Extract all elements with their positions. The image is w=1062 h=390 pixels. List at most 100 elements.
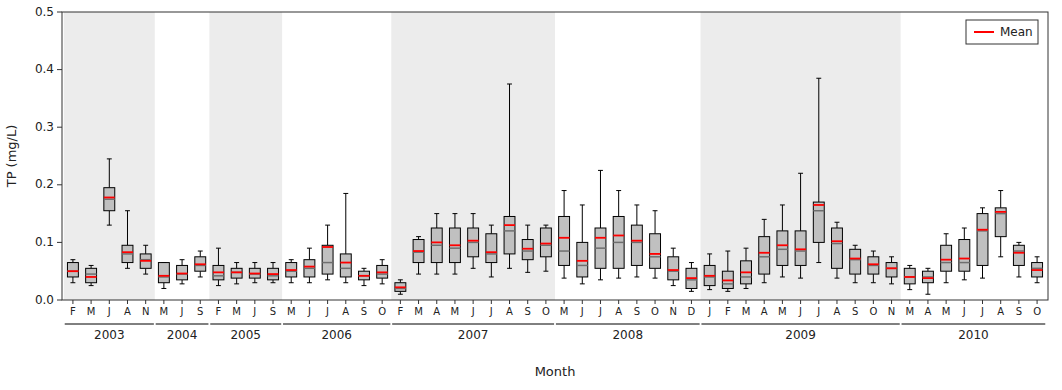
group-band [64, 12, 155, 300]
x-tick [527, 300, 528, 304]
median [559, 250, 570, 252]
cap-high [1016, 242, 1021, 243]
whisker-high [746, 248, 747, 261]
cap-low [980, 278, 985, 279]
box [850, 249, 861, 274]
x-tick-label: S [852, 306, 858, 317]
median [904, 276, 915, 278]
x-tick-label: M [742, 306, 751, 317]
mean [941, 259, 952, 261]
box [158, 263, 169, 283]
whisker-low [746, 284, 747, 289]
mean [431, 241, 442, 243]
x-tick-label: A [433, 306, 440, 317]
x-tick-label: M [942, 306, 951, 317]
y-tick [57, 300, 62, 301]
mean [741, 271, 752, 273]
x-tick-label: D [688, 306, 696, 317]
mean [377, 271, 388, 273]
x-tick-label: M [414, 306, 423, 317]
mean [722, 280, 733, 282]
cap-high [70, 259, 75, 260]
whisker-low [1000, 237, 1001, 257]
cap-low [252, 282, 257, 283]
x-tick [382, 300, 383, 304]
whisker-low [200, 271, 201, 277]
whisker-low [72, 277, 73, 283]
whisker-low [673, 280, 674, 286]
box [322, 245, 333, 274]
legend-frame [966, 20, 1038, 44]
median [268, 275, 279, 277]
mean [231, 271, 242, 273]
median [977, 230, 988, 232]
x-tick [636, 300, 637, 304]
group-bracket [283, 324, 390, 325]
cap-high [689, 262, 694, 263]
median [231, 272, 242, 274]
box [595, 228, 606, 268]
cap-high [744, 248, 749, 249]
x-tick [218, 300, 219, 304]
x-tick-label: M [778, 306, 787, 317]
x-tick [254, 300, 255, 304]
x-tick-label: J [816, 306, 820, 317]
x-tick-label: J [107, 306, 111, 317]
x-tick [691, 300, 692, 304]
whisker-low [1018, 265, 1019, 277]
cap-high [434, 213, 439, 214]
median [741, 276, 752, 278]
cap-low [143, 274, 148, 275]
mean [1032, 269, 1043, 271]
cap-low [271, 282, 276, 283]
cap-low [362, 285, 367, 286]
median [650, 256, 661, 258]
cap-low [944, 282, 949, 283]
median [286, 270, 297, 272]
group-label: 2010 [958, 328, 989, 342]
y-tick [57, 127, 62, 128]
whisker-high [273, 263, 274, 269]
cap-low [580, 283, 585, 284]
cap-low [416, 274, 421, 275]
cap-low [289, 282, 294, 283]
x-tick-label: S [197, 306, 203, 317]
box [868, 257, 879, 274]
cap-low [216, 285, 221, 286]
cap-high [980, 207, 985, 208]
x-tick [1018, 300, 1019, 304]
cap-high [780, 204, 785, 205]
cap-high [634, 204, 639, 205]
mean [959, 258, 970, 260]
cap-low [525, 272, 530, 273]
box [395, 283, 406, 292]
cap-high [143, 245, 148, 246]
cap-high [998, 190, 1003, 191]
median [504, 230, 515, 232]
x-tick-label: J [307, 306, 311, 317]
mean [395, 286, 406, 288]
whisker-low [946, 271, 947, 283]
x-tick [291, 300, 292, 304]
cap-high [471, 213, 476, 214]
x-tick-label: O [1033, 306, 1041, 317]
median [104, 198, 115, 200]
whisker-high [309, 248, 310, 260]
y-tick-label: 0.5 [35, 5, 54, 19]
whisker-low [982, 265, 983, 278]
y-tick-label: 0.3 [35, 120, 54, 134]
whisker-low [909, 284, 910, 290]
cap-low [489, 276, 494, 277]
mean [286, 269, 297, 271]
x-tick [91, 300, 92, 304]
whisker-low [163, 283, 164, 289]
whisker-low [873, 274, 874, 283]
whisker-low [509, 254, 510, 268]
box [977, 214, 988, 266]
whisker-low [618, 268, 619, 278]
median [177, 273, 188, 275]
whisker-low [418, 263, 419, 275]
box [613, 216, 624, 268]
cap-low [671, 285, 676, 286]
whisker-high [946, 234, 947, 246]
